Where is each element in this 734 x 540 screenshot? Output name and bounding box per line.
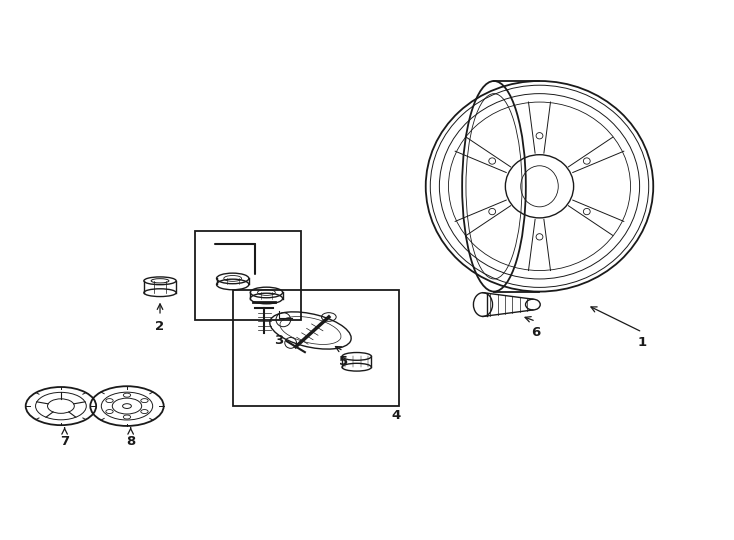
Text: 5: 5 <box>339 355 348 368</box>
Text: 2: 2 <box>156 320 164 333</box>
Text: 1: 1 <box>638 336 647 349</box>
Bar <box>233 290 399 406</box>
Bar <box>195 231 301 320</box>
Text: 6: 6 <box>531 326 540 339</box>
Text: 8: 8 <box>126 435 135 448</box>
Text: 7: 7 <box>60 435 69 448</box>
Text: 3: 3 <box>275 334 283 347</box>
Text: 4: 4 <box>392 409 401 422</box>
